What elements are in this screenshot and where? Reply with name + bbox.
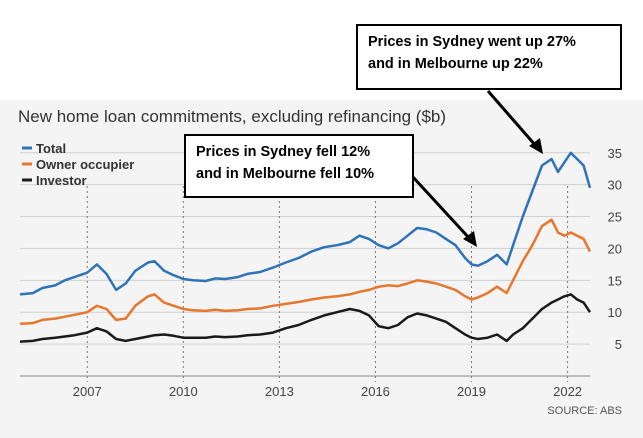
y-tick-labels: 5 10 15 20 25 30 35 <box>608 146 622 352</box>
source-label: SOURCE: ABS <box>547 405 622 417</box>
callout-fall: Prices in Sydney fell 12% and in Melbour… <box>184 134 414 198</box>
y-tick-label-30: 30 <box>608 178 622 193</box>
series-line-total <box>19 151 592 296</box>
legend-label-owner-occupier: Owner occupier <box>36 157 134 172</box>
x-tick-label-2007: 2007 <box>73 384 102 399</box>
callout-fall-line-2: and in Melbourne fell 10% <box>196 166 375 182</box>
x-tick-label-2019: 2019 <box>457 384 486 399</box>
y-tick-label-35: 35 <box>608 146 622 161</box>
callout-fall-line-1: Prices in Sydney fell 12% <box>196 144 371 160</box>
y-tick-label-10: 10 <box>608 305 622 320</box>
x-tick-labels: 2007 2010 2013 2016 2019 2022 <box>73 384 582 399</box>
x-tick-label-2013: 2013 <box>265 384 294 399</box>
arrowhead-fall <box>463 231 477 247</box>
x-tick-label-2016: 2016 <box>361 384 390 399</box>
y-tick-label-20: 20 <box>608 241 622 256</box>
series-lines <box>19 151 592 343</box>
series-line-owner-occupier <box>19 218 592 325</box>
y-tick-label-25: 25 <box>608 210 622 225</box>
annotation-arrows <box>410 90 543 247</box>
callout-rise-line-1: Prices in Sydney went up 27% <box>368 34 576 50</box>
legend-label-total: Total <box>36 141 66 156</box>
y-tick-label-5: 5 <box>615 337 622 352</box>
series-line-investor <box>19 293 592 343</box>
chart-title: New home loan commitments, excluding ref… <box>18 107 446 126</box>
legend-label-investor: Investor <box>36 173 87 188</box>
arrow-fall <box>410 174 472 241</box>
callout-rise: Prices in Sydney went up 27% and in Melb… <box>356 24 622 90</box>
arrow-rise <box>486 90 538 147</box>
callout-rise-line-2: and in Melbourne up 22% <box>368 56 543 72</box>
x-tick-label-2022: 2022 <box>553 384 582 399</box>
y-tick-label-15: 15 <box>608 273 622 288</box>
x-tick-label-2010: 2010 <box>169 384 198 399</box>
arrowhead-rise <box>529 138 543 154</box>
